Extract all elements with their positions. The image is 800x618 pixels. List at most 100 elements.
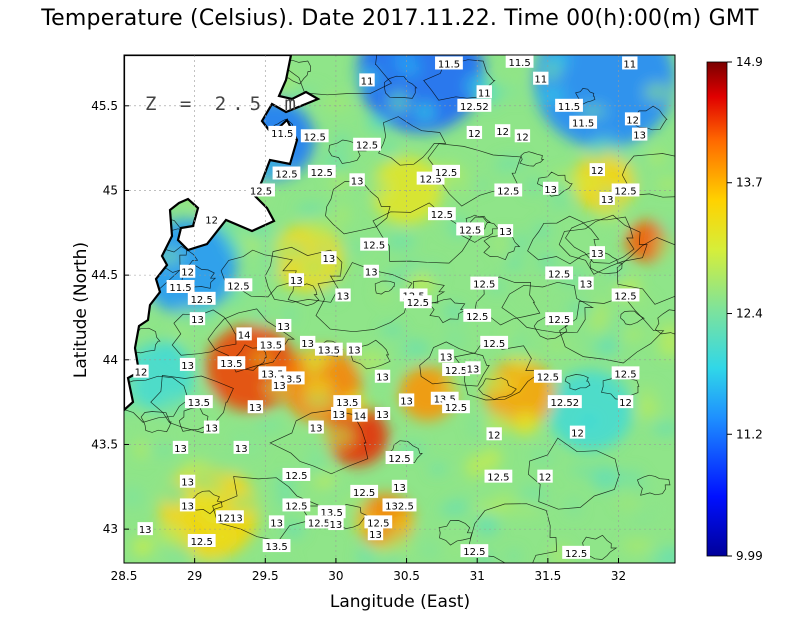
contour-label: 12.5 — [445, 403, 467, 414]
temperature-cell — [533, 55, 675, 149]
x-tick-label: 28.5 — [111, 569, 138, 583]
contour-label-bg — [247, 183, 275, 197]
contour-label-bg — [514, 129, 531, 143]
temperature-cell — [385, 233, 416, 250]
contour-label-bg — [187, 533, 216, 547]
isotherm-lines — [124, 55, 675, 563]
temperature-cell — [612, 150, 635, 162]
temperature-cell — [402, 262, 422, 275]
temperature-cell — [357, 177, 389, 198]
contour-label: 14 — [238, 330, 251, 341]
x-tick-label: 31 — [470, 569, 485, 583]
contour-label: 12.5 — [250, 186, 272, 197]
temperature-cell — [634, 386, 659, 406]
contour-label: 13 — [351, 176, 364, 187]
contour-label-bg — [367, 527, 384, 541]
temperature-cell — [623, 329, 644, 340]
temperature-cell — [143, 424, 167, 441]
contour-label-bg — [272, 166, 301, 180]
contour-label: 12 — [468, 129, 481, 140]
temperature-cell — [375, 549, 404, 563]
contour-label-bg — [179, 498, 196, 512]
colorbar-gradient — [706, 61, 728, 557]
temperature-cell — [282, 433, 306, 446]
contour-label-bg — [179, 264, 196, 278]
contour-label-bg — [282, 498, 311, 512]
isotherm — [473, 276, 541, 326]
contour-label: 13 — [235, 444, 248, 455]
temperature-cell — [357, 545, 379, 563]
contour-label-bg — [465, 361, 481, 375]
contour-label-bg — [484, 469, 513, 483]
contour-label-bg — [299, 335, 316, 349]
temperature-cell — [505, 258, 523, 270]
isotherm — [501, 281, 595, 334]
contour-label: 1213 — [217, 513, 242, 524]
contour-label: 12.5 — [191, 537, 213, 548]
isotherm — [636, 474, 671, 496]
contour-label-bg — [187, 291, 216, 305]
temperature-cell — [656, 222, 675, 234]
isotherm — [616, 237, 675, 305]
x-tick-label: 29.5 — [252, 569, 279, 583]
contour-label: 12 — [135, 368, 148, 379]
contour-label: 13 — [400, 396, 413, 407]
contour-label-bg — [599, 191, 615, 205]
temperature-cell — [391, 515, 415, 531]
contour-label: 13 — [310, 424, 323, 435]
temperature-cell — [594, 337, 607, 349]
temperature-cell — [639, 497, 670, 522]
temperature-cell — [305, 217, 333, 240]
isotherm — [483, 234, 521, 261]
temperature-cell — [634, 399, 660, 419]
temperature-cell — [655, 179, 675, 189]
temperature-cell — [475, 515, 499, 536]
contour-label: 13.5 — [321, 508, 343, 519]
contour-label: 11.5 — [508, 58, 530, 69]
contour-label: 13 — [139, 525, 152, 536]
x-tick-label: 32 — [611, 569, 626, 583]
contour-label: 12.5 — [497, 186, 519, 197]
isotherm — [423, 59, 496, 101]
isotherm — [212, 476, 321, 542]
temperature-cell — [207, 555, 222, 563]
contour-label: 11 — [623, 59, 636, 70]
contour-label-bg — [335, 288, 351, 302]
contour-label-bg — [203, 212, 220, 226]
temperature-cell — [567, 497, 581, 516]
contour-label-bg — [275, 318, 292, 332]
temperature-cell — [272, 242, 295, 255]
contour-label-bg — [217, 356, 246, 370]
contour-label-bg — [189, 312, 206, 326]
temperature-cell — [621, 540, 654, 552]
temperature-cell — [322, 95, 352, 111]
contour-label: 13 — [337, 291, 350, 302]
contour-label: 12 — [539, 473, 552, 484]
contour-label: 12.5 — [388, 454, 410, 465]
temperature-cell — [328, 174, 351, 190]
map-title: Temperature (Celsius). Date 2017.11.22. … — [41, 6, 759, 31]
temperature-cell — [482, 447, 502, 468]
y-axis-ticks: 43 43.5 44 44.5 45 45.5 — [91, 99, 129, 536]
isotherm — [220, 249, 297, 298]
temperature-cell — [547, 198, 572, 209]
contour-label: 13 — [249, 403, 262, 414]
contour-label: 13 — [591, 249, 604, 260]
contour-label: 12.5 — [614, 186, 636, 197]
temperature-cell — [494, 156, 527, 175]
contour-label-bg — [333, 395, 362, 409]
contour-label-bg — [382, 498, 417, 512]
temperature-cell — [506, 549, 521, 563]
contour-label-bg — [442, 362, 470, 376]
contour-label: 13 — [330, 520, 343, 531]
temperature-cell — [615, 498, 642, 508]
temperature-cell — [167, 544, 196, 563]
temperature-cell — [332, 133, 352, 149]
temperature-cell — [399, 366, 457, 421]
contour-label-bg — [349, 173, 365, 187]
temperature-cell — [158, 339, 183, 361]
temperature-cell — [591, 141, 604, 166]
contour-label: 11.5 — [169, 283, 191, 294]
contour-label: 13 — [369, 530, 382, 541]
